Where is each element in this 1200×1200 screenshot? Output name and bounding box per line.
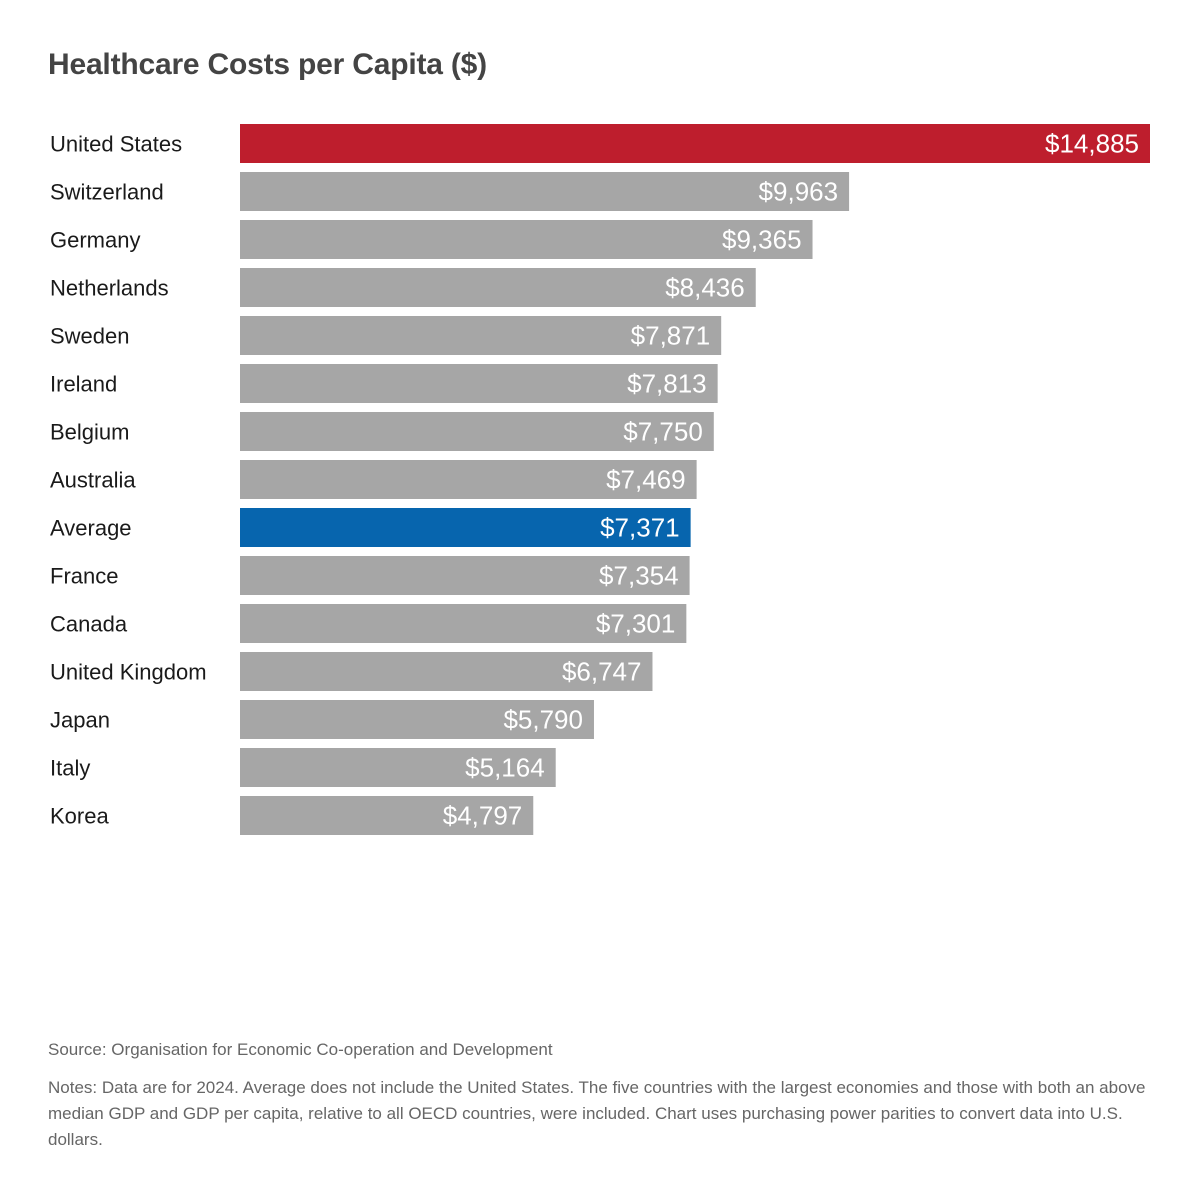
category-label-united-states: United States	[50, 132, 182, 157]
value-label-switzerland: $9,963	[759, 177, 839, 207]
bar-united-kingdom	[240, 652, 653, 691]
value-label-italy: $5,164	[465, 753, 545, 783]
category-label-canada: Canada	[50, 612, 128, 637]
category-label-average: Average	[50, 516, 132, 541]
bar-france	[240, 556, 690, 595]
category-label-germany: Germany	[50, 228, 140, 253]
bar-australia	[240, 460, 697, 499]
value-label-sweden: $7,871	[631, 321, 711, 351]
category-label-belgium: Belgium	[50, 420, 129, 445]
source-note: Source: Organisation for Economic Co-ope…	[48, 1040, 553, 1059]
value-label-france: $7,354	[599, 561, 679, 591]
category-label-france: France	[50, 564, 118, 589]
category-label-japan: Japan	[50, 708, 110, 733]
value-label-korea: $4,797	[443, 801, 523, 831]
value-label-canada: $7,301	[596, 609, 676, 639]
bar-korea	[240, 796, 534, 835]
bar-netherlands	[240, 268, 756, 307]
value-label-united-kingdom: $6,747	[562, 657, 642, 687]
bar-sweden	[240, 316, 722, 355]
bar-germany	[240, 220, 813, 259]
value-label-australia: $7,469	[606, 465, 686, 495]
category-label-united-kingdom: United Kingdom	[50, 660, 207, 685]
value-label-netherlands: $8,436	[665, 273, 745, 303]
bar-canada	[240, 604, 687, 643]
category-label-netherlands: Netherlands	[50, 276, 169, 301]
bar-switzerland	[240, 172, 850, 211]
chart-title: Healthcare Costs per Capita ($)	[48, 48, 487, 81]
bar-united-states	[240, 124, 1150, 163]
bar-belgium	[240, 412, 714, 451]
bar-average	[240, 508, 691, 547]
value-label-japan: $5,790	[503, 705, 583, 735]
category-label-sweden: Sweden	[50, 324, 130, 349]
value-label-united-states: $14,885	[1045, 129, 1139, 159]
bar-italy	[240, 748, 556, 787]
category-label-ireland: Ireland	[50, 372, 117, 397]
value-label-ireland: $7,813	[627, 369, 707, 399]
category-label-korea: Korea	[50, 804, 109, 829]
value-label-belgium: $7,750	[623, 417, 703, 447]
notes: Notes: Data are for 2024. Average does n…	[48, 1078, 1146, 1149]
category-label-switzerland: Switzerland	[50, 180, 164, 205]
category-label-australia: Australia	[50, 468, 136, 493]
value-label-average: $7,371	[600, 513, 680, 543]
value-label-germany: $9,365	[722, 225, 802, 255]
category-label-italy: Italy	[50, 756, 90, 781]
bar-ireland	[240, 364, 718, 403]
bar-japan	[240, 700, 594, 739]
